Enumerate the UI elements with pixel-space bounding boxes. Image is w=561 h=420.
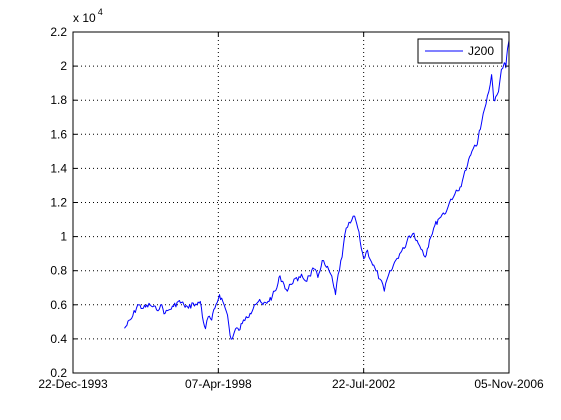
ticks	[72, 31, 510, 374]
y-tick-label: 2.2	[50, 25, 67, 39]
grid	[73, 32, 509, 373]
x-tick-label: 05-Nov-2006	[474, 377, 544, 391]
y-multiplier-label: x 10 4	[73, 7, 103, 25]
y-tick-label: 1.6	[50, 127, 67, 141]
y-tick-label: 1	[60, 230, 67, 244]
legend-label-j200: J200	[468, 44, 494, 58]
series-layer	[124, 40, 510, 340]
y-tick-label: 2	[60, 59, 67, 73]
legend: J200	[417, 38, 503, 64]
y-multiplier-exponent: 4	[98, 7, 103, 17]
series-line-j200	[124, 40, 510, 340]
y-multiplier-base: x 10	[73, 11, 96, 25]
x-tick-label: 07-Apr-1998	[185, 377, 252, 391]
tick-labels: 0.2 0.4 0.6 0.8 1 1.2 1.4 1.6 1.8 2 2.2 22-Dec-1993…	[38, 25, 544, 391]
y-tick-label: 0.4	[50, 332, 67, 346]
y-tick-label: 1.4	[50, 161, 67, 175]
x-tick-label: 22-Dec-1993	[38, 377, 108, 391]
x-tick-label: 22-Jul-2002	[332, 377, 396, 391]
y-tick-label: 0.6	[50, 298, 67, 312]
y-tick-label: 1.8	[50, 93, 67, 107]
plot-area	[73, 32, 509, 373]
y-tick-label: 1.2	[50, 196, 67, 210]
y-tick-label: 0.8	[50, 264, 67, 278]
y-tick-label: 0.2	[50, 366, 67, 380]
